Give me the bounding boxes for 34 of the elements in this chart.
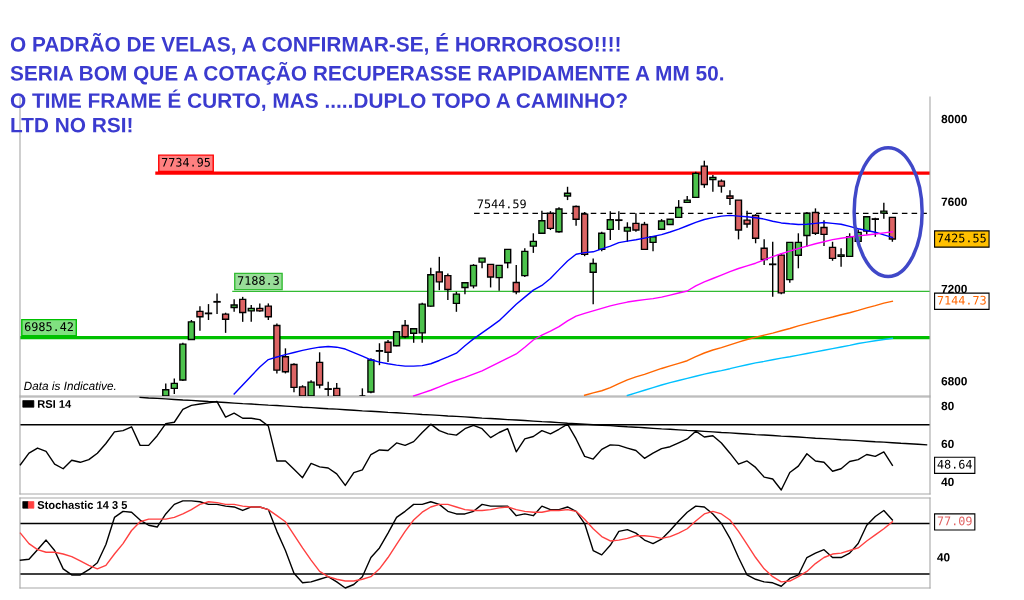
candlestick [726, 189, 734, 206]
y-tick-label: 60 [941, 439, 954, 449]
candlestick [589, 257, 597, 306]
candlestick [692, 171, 700, 199]
text: 7425.55 [937, 233, 986, 243]
annotation: Data is Indicative. [24, 381, 116, 391]
line-series [583, 300, 894, 396]
y-tick-label: 8000 [941, 114, 967, 124]
line-series [626, 337, 894, 397]
text: 77.09 [937, 516, 972, 526]
candlestick [529, 232, 538, 254]
y-tick-label: 6800 [941, 377, 967, 386]
line-series [412, 231, 894, 397]
candlestick [452, 291, 461, 313]
ref-line-label: 6985.42 [24, 322, 73, 332]
text: 48.64 [937, 459, 972, 469]
text: 7144.73 [937, 295, 986, 305]
y-tick-label: 7600 [941, 197, 967, 206]
y-tick-label: 80 [941, 401, 954, 411]
ref-line-label: 7188.3 [237, 276, 279, 285]
y-tick-label: 7200 [941, 284, 967, 294]
candlestick [760, 238, 768, 266]
ref-line-label: 7734.95 [161, 157, 210, 167]
legend-label: RSI 14 [37, 400, 72, 408]
candlestick [504, 248, 512, 269]
candlestick [187, 319, 196, 341]
chart-title: O PADRÃO DE VELAS, A CONFIRMAR-SE, É HORROROSO!!!! SERIA BOM QUE A COTAÇÃO RECUPERASSE RAPIDAMENTE A MM 50. O TIME FRAME É CURTO, MAS .....DUPLO TOPO A CAMINHO? LTD NO RSI! [10, 32, 724, 133]
candlestick [880, 202, 888, 220]
legend-label: Stochastic 14 3 5 [37, 500, 128, 509]
y-tick-label: 40 [941, 477, 954, 487]
ref-line-label: 7544.59 [477, 199, 526, 209]
candlestick [512, 264, 520, 295]
candlestick [769, 241, 777, 298]
candlestick [213, 292, 221, 315]
